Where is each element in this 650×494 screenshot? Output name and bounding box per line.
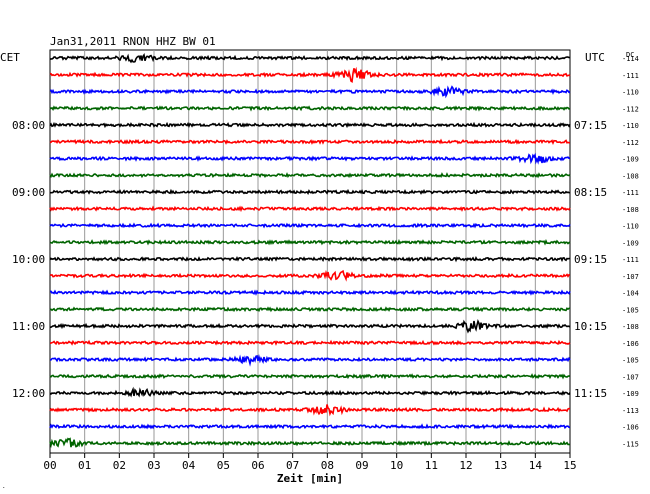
x-tick-label: 12 (459, 459, 472, 472)
dc-label: DC (626, 51, 634, 59)
dc-value: -115 (622, 440, 639, 448)
dc-value: -109 (622, 239, 639, 247)
seismic-trace (49, 319, 571, 334)
dc-value: -106 (622, 424, 639, 432)
seismic-trace (49, 239, 571, 246)
trace-layer (49, 53, 571, 449)
dc-value: -111 (622, 189, 639, 197)
seismic-trace (49, 85, 571, 99)
right-time-label: 11:15 (574, 387, 607, 400)
seismic-trace (49, 423, 571, 430)
dc-values: -114 -111 -110 -112 -110 -112 -109 -108 -111 -108… (622, 55, 639, 448)
dc-value: -109 (622, 390, 639, 398)
dc-value: -110 (622, 89, 639, 97)
dc-value: -106 (622, 340, 639, 348)
x-tick-label: 09 (355, 459, 368, 472)
dc-value: -112 (622, 139, 639, 147)
left-time-label: 12:00 (12, 387, 45, 400)
x-tick-label: 05 (217, 459, 230, 472)
plot-frame (49, 49, 571, 454)
dc-value: -108 (622, 206, 639, 214)
x-axis-label: Zeit [min] (277, 472, 343, 485)
dc-value: -114 (622, 55, 639, 63)
seismic-trace (49, 205, 571, 213)
seismic-trace (49, 339, 571, 346)
dc-value: -107 (622, 273, 639, 281)
dc-value: -109 (622, 156, 639, 164)
seismic-trace (49, 373, 571, 380)
x-tick-label: 08 (321, 459, 334, 472)
x-tick-label: 01 (78, 459, 91, 472)
seismic-trace (49, 172, 571, 179)
dc-value: -110 (622, 223, 639, 231)
x-tick-label: 11 (425, 459, 438, 472)
left-time-labels: 08:00 09:00 10:00 11:00 12:00 (12, 119, 45, 400)
dc-value: -112 (622, 105, 639, 113)
seismic-trace (49, 404, 571, 417)
seismic-trace (49, 306, 571, 313)
right-time-label: 09:15 (574, 253, 607, 266)
seismic-trace (49, 105, 571, 112)
dc-value: -108 (622, 323, 639, 331)
x-tick-label: 07 (286, 459, 299, 472)
dc-value: -110 (622, 122, 639, 130)
dc-value: -104 (622, 290, 639, 298)
seismic-trace (49, 353, 571, 367)
x-tick-label: 03 (147, 459, 160, 472)
left-time-label: 08:00 (12, 119, 45, 132)
left-time-label: 11:00 (12, 320, 45, 333)
seismic-trace (49, 386, 571, 398)
x-tick-label: 04 (182, 459, 196, 472)
x-tick-label: 10 (390, 459, 403, 472)
x-tick-label: 02 (113, 459, 126, 472)
seismic-trace (49, 255, 571, 263)
seismic-trace (49, 222, 571, 229)
x-tick-label: 13 (494, 459, 507, 472)
seismic-trace (49, 289, 571, 296)
seismic-trace (49, 188, 571, 195)
right-timezone-label: UTC (585, 51, 605, 64)
vertical-grid (84, 50, 536, 453)
right-time-label: 07:15 (574, 119, 607, 132)
dc-value: -111 (622, 72, 639, 80)
seismic-trace (49, 53, 571, 64)
left-time-label: 09:00 (12, 186, 45, 199)
x-tick-label: 14 (529, 459, 543, 472)
seismic-trace (49, 66, 571, 84)
chart-title: Jan31,2011 RNON HHZ BW 01 (50, 35, 216, 48)
corner-mark: . (2, 483, 6, 490)
right-time-label: 10:15 (574, 320, 607, 333)
seismic-trace (49, 138, 571, 146)
dc-value: -107 (622, 373, 639, 381)
dc-value: -113 (622, 407, 639, 415)
seismic-trace (49, 437, 571, 449)
right-time-labels: 07:15 08:15 09:15 10:15 11:15 (574, 119, 607, 400)
seismic-trace (49, 121, 571, 129)
x-tick-label: 15 (563, 459, 576, 472)
dc-value: -105 (622, 306, 639, 314)
x-axis: 00 01 02 03 04 05 06 07 08 09 10 11 12 13 14 15 (43, 453, 577, 472)
left-time-label: 10:00 (12, 253, 45, 266)
left-timezone-label: CET (0, 51, 20, 64)
dc-value: -111 (622, 256, 639, 264)
x-tick-label: 00 (43, 459, 56, 472)
dc-value: -108 (622, 172, 639, 180)
x-tick-label: 06 (251, 459, 264, 472)
right-time-label: 08:15 (574, 186, 607, 199)
seismic-trace (49, 152, 571, 165)
dc-value: -105 (622, 357, 639, 365)
seismic-trace (49, 269, 571, 282)
